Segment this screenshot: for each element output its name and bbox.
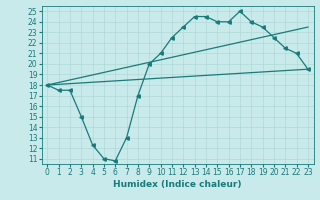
X-axis label: Humidex (Indice chaleur): Humidex (Indice chaleur) — [113, 180, 242, 189]
